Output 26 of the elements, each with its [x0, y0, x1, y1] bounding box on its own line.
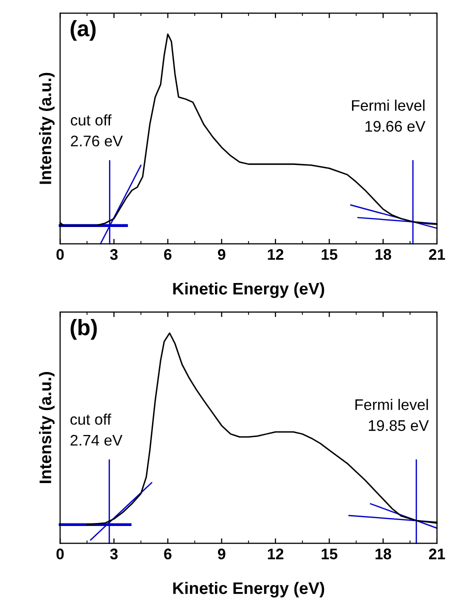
x-tick-label: 3	[110, 249, 118, 260]
ref-line-label: Fermi level 19.66 eV	[352, 100, 426, 132]
x-tick-label: 9	[218, 249, 226, 260]
x-tick-label: 9	[218, 548, 226, 560]
x-tick-label: 0	[56, 548, 64, 560]
x-axis-title: Kinetic Energy (eV)	[173, 582, 324, 598]
x-tick-label: 15	[322, 548, 338, 560]
x-tick-label: 18	[376, 548, 392, 560]
ref-line-label: cut off 2.76 eV	[70, 114, 123, 146]
x-tick-label: 15	[322, 249, 338, 260]
x-tick-label: 6	[164, 249, 172, 260]
y-axis-title: Intensity (a.u.)	[39, 72, 55, 184]
x-tick-label: 0	[56, 249, 64, 260]
y-axis-title: Intensity (a.u.)	[39, 372, 55, 484]
x-tick-label: 18	[376, 249, 392, 260]
ref-line-label: Fermi level 19.85 eV	[355, 398, 429, 431]
x-tick-label: 21	[429, 548, 446, 560]
annotation: (a)	[70, 20, 96, 41]
ref-line-label: cut off 2.74 eV	[70, 414, 122, 446]
x-tick-label: 6	[164, 548, 172, 560]
x-tick-label: 12	[268, 249, 284, 260]
x-tick-label: 3	[110, 548, 118, 560]
x-tick-label: 12	[268, 548, 284, 560]
annotation: (b)	[70, 319, 97, 340]
x-tick-label: 21	[429, 249, 446, 260]
x-axis-title: Kinetic Energy (eV)	[173, 282, 324, 298]
